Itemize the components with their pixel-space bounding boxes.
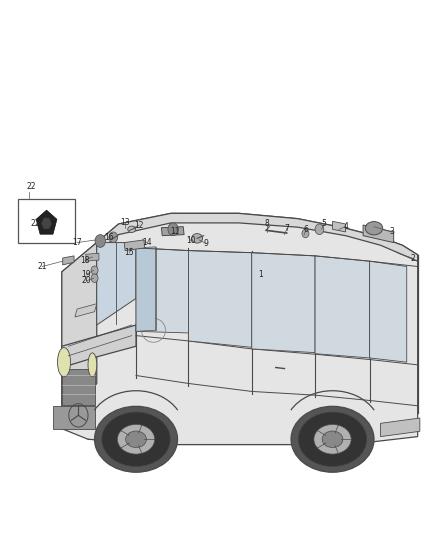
Polygon shape xyxy=(62,325,136,368)
Text: 5: 5 xyxy=(321,220,326,229)
Text: 10: 10 xyxy=(186,237,196,246)
Ellipse shape xyxy=(322,431,343,448)
Ellipse shape xyxy=(102,412,170,466)
Ellipse shape xyxy=(126,431,146,448)
Ellipse shape xyxy=(314,424,351,454)
Text: 14: 14 xyxy=(142,238,152,247)
Bar xyxy=(62,368,95,405)
Circle shape xyxy=(302,229,309,238)
Circle shape xyxy=(168,223,178,236)
Polygon shape xyxy=(41,218,52,229)
Polygon shape xyxy=(124,240,145,251)
Ellipse shape xyxy=(128,226,136,232)
Circle shape xyxy=(109,232,118,243)
Polygon shape xyxy=(75,304,97,317)
Text: 3: 3 xyxy=(389,228,394,237)
Circle shape xyxy=(91,274,98,282)
Ellipse shape xyxy=(291,406,374,472)
Circle shape xyxy=(315,224,324,235)
Polygon shape xyxy=(136,247,155,332)
Text: 7: 7 xyxy=(285,224,290,233)
Polygon shape xyxy=(97,213,418,261)
Ellipse shape xyxy=(298,412,367,466)
Circle shape xyxy=(91,266,98,274)
Polygon shape xyxy=(161,227,184,236)
Polygon shape xyxy=(62,213,418,445)
Ellipse shape xyxy=(192,233,203,243)
Ellipse shape xyxy=(57,348,71,377)
Polygon shape xyxy=(363,225,394,243)
Text: 22: 22 xyxy=(31,220,40,229)
Polygon shape xyxy=(315,256,370,358)
Polygon shape xyxy=(136,248,188,333)
Circle shape xyxy=(95,235,106,247)
Text: 11: 11 xyxy=(170,228,180,237)
Text: 9: 9 xyxy=(204,239,208,248)
Text: 8: 8 xyxy=(265,220,269,229)
Text: 20: 20 xyxy=(81,276,91,285)
Text: 2: 2 xyxy=(411,254,416,263)
Text: 21: 21 xyxy=(37,262,47,271)
Polygon shape xyxy=(188,251,252,348)
Ellipse shape xyxy=(95,406,177,472)
Text: 16: 16 xyxy=(104,233,114,243)
Text: 13: 13 xyxy=(120,219,130,228)
Text: 22: 22 xyxy=(27,182,36,191)
Text: 1: 1 xyxy=(258,270,263,279)
Text: 19: 19 xyxy=(81,270,91,279)
Text: 6: 6 xyxy=(304,225,309,234)
Polygon shape xyxy=(370,261,407,362)
Ellipse shape xyxy=(365,222,383,235)
Text: 15: 15 xyxy=(125,248,134,257)
Text: 18: 18 xyxy=(80,256,90,264)
Bar xyxy=(18,199,75,243)
Text: 12: 12 xyxy=(134,221,144,230)
Polygon shape xyxy=(97,243,136,325)
Text: 17: 17 xyxy=(72,238,82,247)
Polygon shape xyxy=(332,221,346,232)
Ellipse shape xyxy=(88,353,97,377)
Polygon shape xyxy=(381,418,420,437)
Ellipse shape xyxy=(117,424,155,454)
Text: 4: 4 xyxy=(343,222,348,231)
Polygon shape xyxy=(36,210,57,234)
Bar xyxy=(53,406,95,429)
Polygon shape xyxy=(62,243,97,429)
Polygon shape xyxy=(252,253,315,353)
Polygon shape xyxy=(86,253,99,261)
Polygon shape xyxy=(63,256,74,265)
